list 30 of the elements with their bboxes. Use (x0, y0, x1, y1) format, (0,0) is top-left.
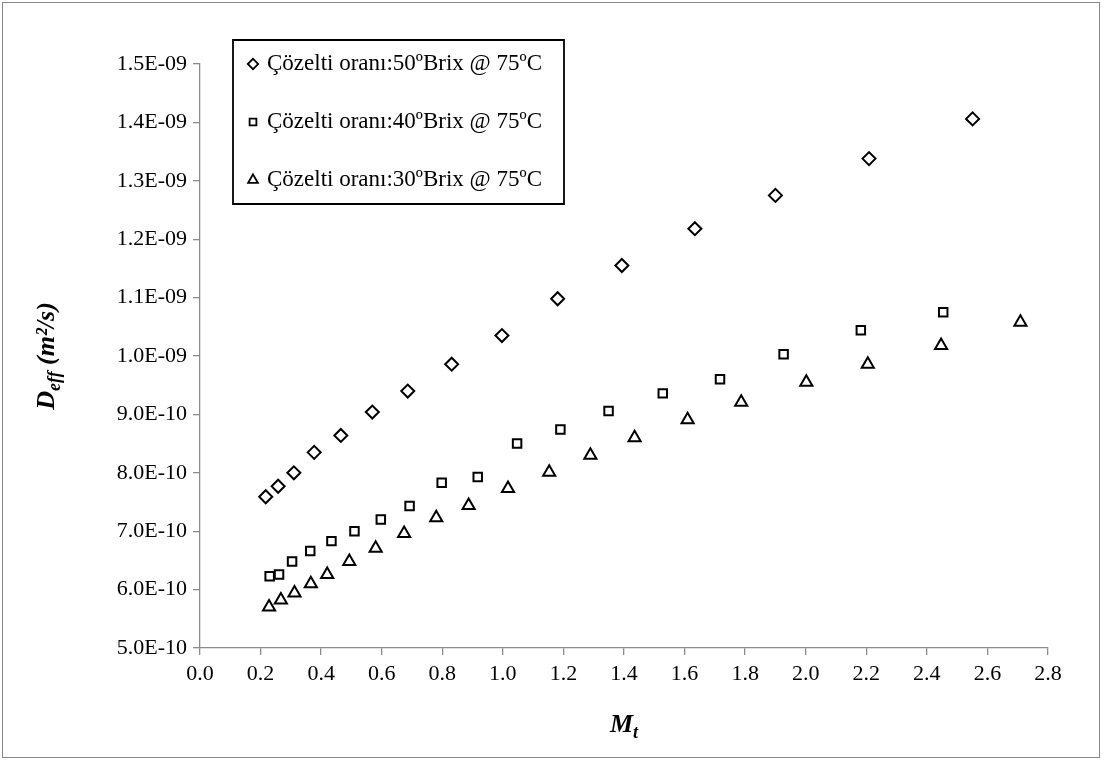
y-tick-label: 8.0E-10 (116, 458, 187, 484)
x-tick-label: 1.0 (489, 659, 517, 685)
x-tick-label: 1.6 (670, 659, 699, 685)
x-tick-label: 2.0 (791, 659, 820, 685)
legend-label: Çözelti oranı:30ºBrix @ 75ºC (267, 166, 543, 192)
x-tick-label: 1.4 (610, 659, 638, 685)
x-tick-label: 1.8 (731, 659, 759, 685)
y-tick-label: 9.0E-10 (116, 400, 187, 426)
y-tick-label: 1.4E-09 (116, 108, 187, 134)
y-tick-label: 1.3E-09 (116, 166, 187, 192)
y-tick-label: 5.0E-10 (116, 633, 187, 659)
y-tick-label: 7.0E-10 (116, 516, 187, 542)
x-tick-label: 0.6 (367, 659, 396, 685)
x-tick-label: 1.2 (549, 659, 578, 685)
y-tick-label: 1.2E-09 (116, 224, 187, 250)
x-tick-label: 0.0 (186, 659, 214, 685)
x-tick-label: 0.2 (246, 659, 275, 685)
y-tick-label: 6.0E-10 (116, 575, 187, 601)
x-tick-label: 2.2 (852, 659, 881, 685)
x-axis-title: M$_{t}$ (609, 708, 639, 744)
y-tick-label: 1.0E-09 (116, 341, 187, 367)
y-tick-label: 1.5E-09 (116, 49, 187, 75)
x-tick-label: 0.8 (428, 659, 457, 685)
x-tick-label: 0.4 (307, 659, 335, 685)
y-tick-label: 1.1E-09 (116, 283, 187, 309)
x-tick-label: 2.4 (913, 659, 941, 685)
legend-label: Çözelti oranı:40ºBrix @ 75ºC (267, 108, 543, 134)
legend-label: Çözelti oranı:50ºBrix @ 75ºC (267, 50, 543, 76)
x-tick-label: 2.6 (973, 659, 1002, 685)
x-tick-label: 2.8 (1034, 659, 1062, 685)
